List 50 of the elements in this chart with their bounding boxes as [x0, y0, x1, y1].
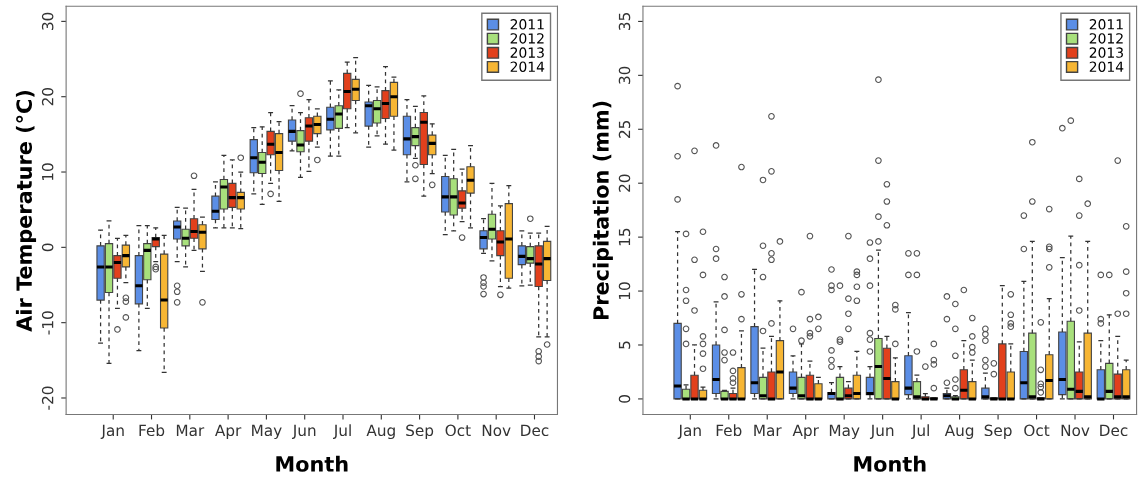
- x-tick-label: Jun: [291, 424, 316, 439]
- y-tick-label: -10: [41, 311, 54, 335]
- x-tick-label: May: [829, 424, 860, 440]
- x-tick-label: Feb: [139, 424, 165, 437]
- x-tick-label: Dec: [521, 424, 549, 437]
- y-tick-label: 0: [618, 395, 631, 403]
- y-tick-label: 20: [41, 88, 54, 106]
- x-tick-label: Sep: [984, 424, 1012, 440]
- y-tick-label: 5: [618, 341, 631, 349]
- y-tick-label: 30: [618, 66, 631, 84]
- y-tick-label: 25: [618, 120, 631, 138]
- x-tick-label: Jun: [869, 424, 894, 439]
- y-axis-title: Air Temperature (°C): [15, 90, 37, 332]
- x-tick-label: Mar: [176, 424, 205, 437]
- y-tick-label: 20: [618, 174, 631, 192]
- x-axis-title: Month: [276, 455, 348, 472]
- legend-label: 2012: [1089, 33, 1123, 44]
- x-tick-label: Feb: [716, 424, 742, 437]
- legend-label: 2014: [510, 61, 545, 72]
- x-tick-label: Aug: [366, 424, 395, 440]
- x-tick-label: Apr: [792, 424, 819, 440]
- legend-label: 2011: [510, 19, 544, 30]
- x-tick-label: Aug: [944, 424, 974, 440]
- x-tick-label: Dec: [1100, 424, 1128, 437]
- y-tick-label: 15: [618, 228, 631, 246]
- x-tick-label: Jul: [332, 424, 351, 439]
- y-tick-label: 30: [41, 12, 54, 30]
- x-tick-label: Nov: [482, 424, 511, 437]
- x-tick-label: May: [252, 424, 282, 440]
- x-tick-label: Oct: [445, 424, 471, 437]
- x-tick-label: Jul: [911, 424, 929, 439]
- y-axis-title: Precipitation (mm): [592, 101, 613, 320]
- x-tick-label: Oct: [1024, 424, 1050, 437]
- x-tick-label: Nov: [1061, 424, 1090, 437]
- y-tick-label: 10: [618, 282, 631, 300]
- y-tick-label: 0: [41, 243, 54, 252]
- y-tick-label: 35: [618, 13, 631, 30]
- x-tick-label: Apr: [215, 424, 242, 440]
- legend-label: 2012: [510, 33, 544, 44]
- legend-label: 2013: [1089, 47, 1123, 58]
- x-tick-label: Jan: [677, 424, 701, 439]
- y-tick-label: 10: [41, 163, 54, 181]
- x-tick-label: Jan: [100, 424, 124, 439]
- x-tick-label: Mar: [754, 424, 782, 437]
- legend-label: 2014: [1089, 61, 1124, 72]
- legend-label: 2013: [510, 47, 544, 58]
- x-tick-label: Sep: [406, 424, 434, 440]
- y-tick-label: -20: [41, 386, 54, 410]
- legend-label: 2011: [1089, 19, 1123, 30]
- x-axis-title: Month: [854, 455, 926, 472]
